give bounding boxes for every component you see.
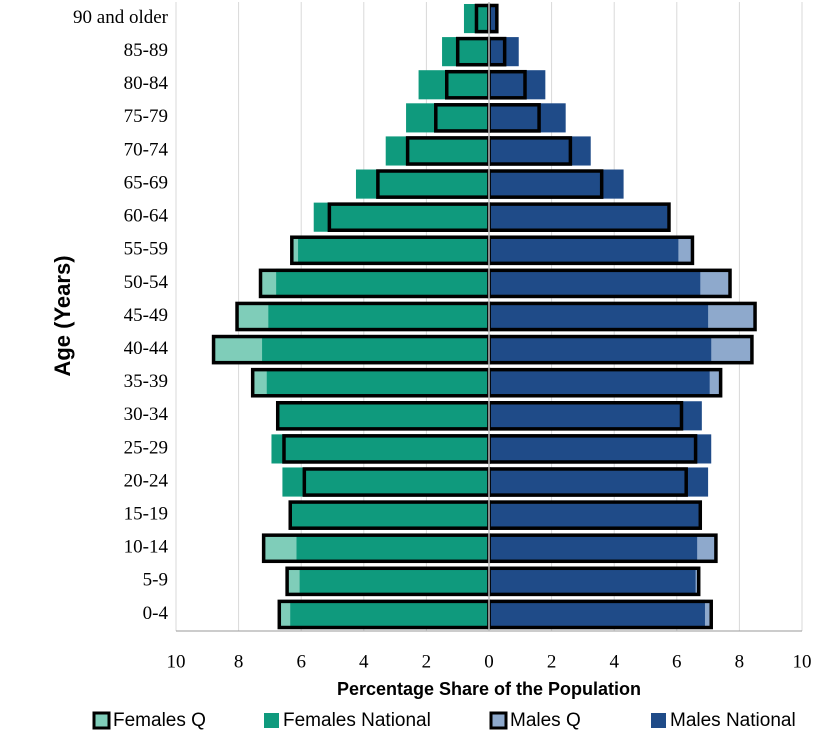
bar-national [355, 169, 489, 199]
bar-national [489, 500, 699, 530]
y-tick-label: 10-14 [124, 537, 169, 558]
bar-national [298, 235, 489, 265]
legend-label: Males National [670, 710, 796, 731]
bar-national [268, 301, 489, 332]
legend-swatch [264, 713, 279, 728]
x-tick-label: 10 [793, 651, 812, 672]
bar-national [489, 70, 546, 100]
bar-national [276, 268, 489, 298]
legend-label: Males Q [510, 710, 581, 731]
bar-national [489, 401, 702, 431]
y-tick-label: 0-4 [143, 603, 169, 624]
y-tick-label: 50-54 [124, 272, 169, 293]
y-tick-label: 90 and older [73, 7, 169, 28]
bar-national [442, 37, 489, 67]
y-tick-label: 70-74 [124, 139, 169, 160]
legend-swatch [651, 713, 666, 728]
bar-national [489, 566, 696, 596]
y-axis-label: Age (Years) [50, 255, 75, 376]
x-axis-label: Percentage Share of the Population [337, 679, 641, 699]
bar-national [489, 533, 698, 563]
x-tick-label: 8 [735, 651, 745, 672]
bar-national [418, 70, 489, 100]
x-tick-label: 4 [359, 651, 369, 672]
y-tick-label: 15-19 [124, 503, 168, 524]
bar-national [489, 599, 705, 630]
bar-national [266, 368, 489, 398]
bar-national [313, 202, 489, 232]
x-tick-label: 8 [234, 651, 244, 672]
bar-national [290, 599, 489, 630]
y-tick-label: 20-24 [124, 470, 169, 491]
legend-swatch [489, 711, 508, 730]
x-tick-label: 6 [296, 651, 306, 672]
y-tick-label: 60-64 [124, 206, 169, 227]
bar-national [290, 500, 489, 530]
y-tick-label: 45-49 [124, 305, 168, 326]
bar-national [271, 434, 489, 464]
bar-national [296, 533, 489, 563]
bar-national [489, 3, 499, 34]
bar-national [299, 566, 489, 596]
y-tick-label: 55-59 [124, 239, 168, 260]
bar-national [489, 235, 679, 265]
bar-national [489, 335, 712, 365]
bar-national [282, 467, 489, 497]
y-tick-label: 85-89 [124, 40, 168, 61]
y-tick-label: 25-29 [124, 437, 168, 458]
y-tick-label: 5-9 [143, 570, 168, 591]
y-tick-label: 65-69 [124, 172, 168, 193]
legend-swatch [92, 711, 111, 730]
legend-label: Females National [283, 710, 431, 731]
legend-label: Females Q [113, 710, 206, 731]
x-tick-label: 6 [672, 651, 682, 672]
bar-national [489, 467, 709, 497]
bar-national [489, 368, 710, 398]
y-tick-label: 80-84 [124, 73, 169, 94]
bar-national [385, 136, 489, 166]
y-tick-label: 35-39 [124, 371, 168, 392]
bar-national [489, 268, 701, 298]
bar-national [489, 103, 566, 133]
bar-national [489, 202, 668, 232]
bar-national [489, 136, 591, 166]
x-tick-label: 0 [484, 651, 494, 672]
bar-national [489, 301, 709, 332]
x-tick-label: 2 [547, 651, 557, 672]
bar-national [489, 434, 712, 464]
y-tick-label: 40-44 [124, 338, 169, 359]
bar-national [262, 335, 489, 365]
y-tick-label: 75-79 [124, 106, 168, 127]
bar-national [406, 103, 489, 133]
x-tick-label: 2 [422, 651, 432, 672]
bar-national [279, 401, 489, 431]
x-tick-label: 4 [609, 651, 619, 672]
x-tick-label: 10 [167, 651, 186, 672]
y-tick-label: 30-34 [124, 404, 169, 425]
